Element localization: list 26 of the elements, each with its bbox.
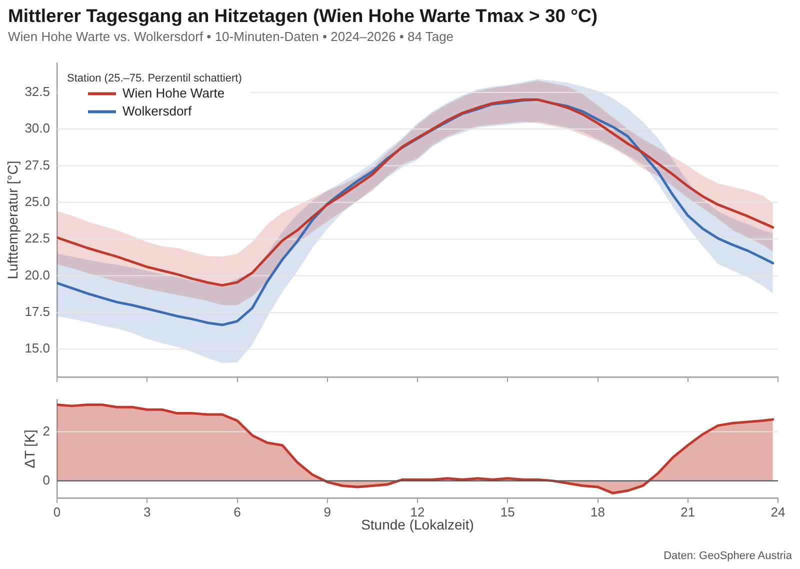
y-tick-label: 22.5	[24, 230, 50, 246]
y-tick-label: 20.0	[24, 267, 50, 282]
y-tick-label: 32.5	[24, 84, 50, 99]
legend-label: Wolkersdorf	[122, 103, 192, 118]
x-tick-label: 15	[500, 504, 515, 520]
chart-subtitle: Wien Hohe Warte vs. Wolkersdorf • 10-Minuten-Daten • 2024–2026 • 84 Tage	[8, 29, 454, 44]
x-tick-label: 24	[770, 504, 786, 520]
x-tick-label: 6	[234, 504, 241, 520]
y-tick-label: 15.0	[24, 340, 50, 356]
x-tick-label: 0	[53, 504, 61, 520]
y-axis-title: ΔT [K]	[21, 430, 38, 468]
y-tick-label: 30.0	[24, 120, 50, 136]
y-tick-label: 25.0	[24, 194, 50, 209]
x-tick-label: 9	[324, 504, 331, 520]
y-axis-title: Lufttemperatur [°C]	[4, 160, 20, 280]
legend-title: Station (25.–75. Perzentil schattiert)	[67, 72, 242, 85]
y-tick-label: 0	[42, 472, 50, 488]
x-tick-label: 3	[144, 504, 151, 520]
legend-label: Wien Hohe Warte	[122, 85, 225, 100]
y-tick-label: 2	[42, 423, 50, 438]
chart-title: Mittlerer Tagesgang an Hitzetagen (Wien Hohe Warte Tmax > 30 °C)	[8, 5, 598, 27]
y-tick-label: 27.5	[24, 157, 50, 172]
y-tick-label: 17.5	[24, 304, 50, 320]
x-tick-label: 18	[590, 504, 605, 520]
x-tick-label: 21	[680, 504, 696, 520]
text: Daten: GeoSphere Austria	[664, 550, 792, 562]
